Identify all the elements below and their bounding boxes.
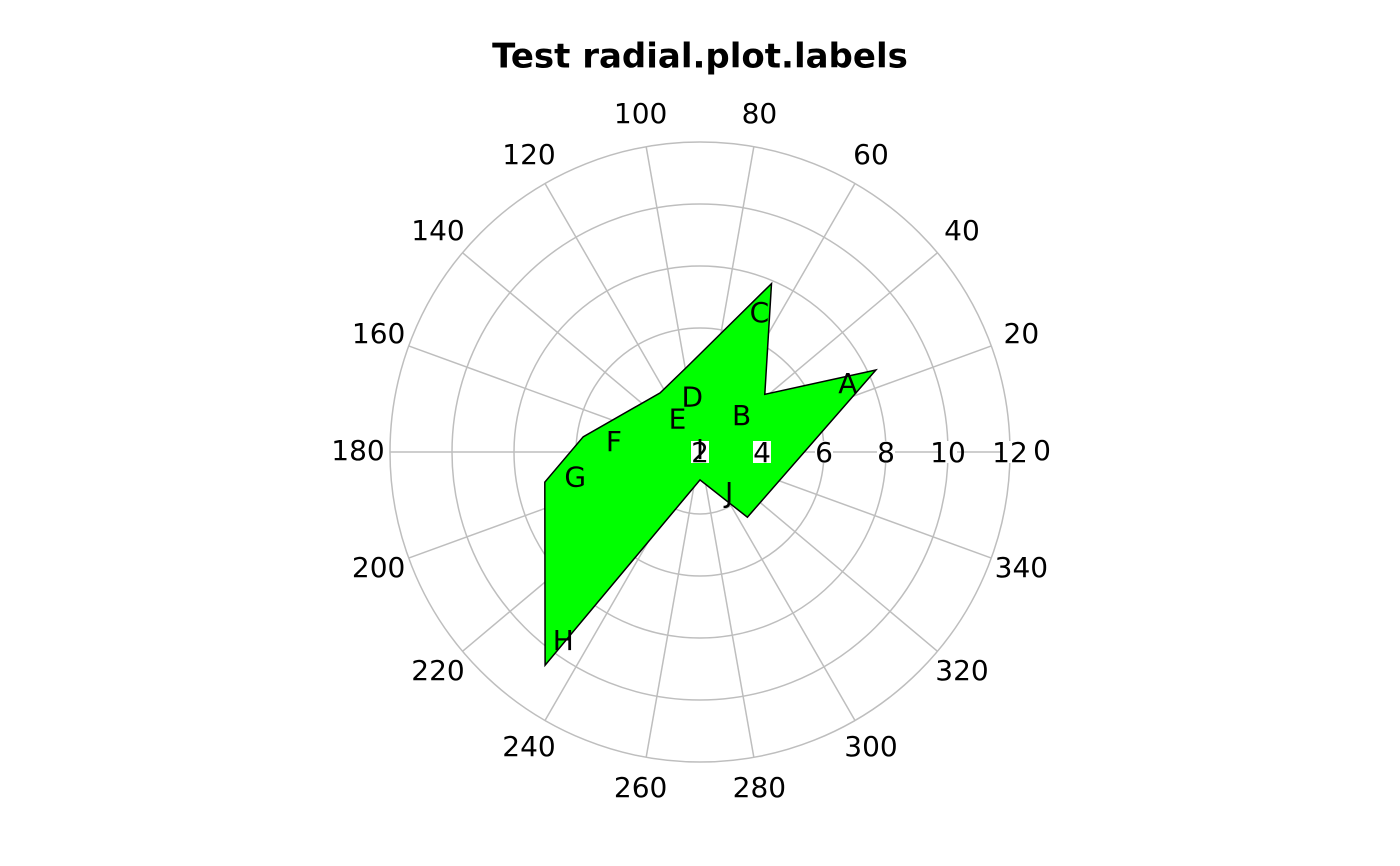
point-label: D: [681, 381, 703, 414]
point-label: H: [553, 624, 574, 657]
r-tick-label: 6: [815, 436, 833, 469]
point-label: F: [606, 425, 622, 458]
theta-tick-label: 200: [352, 551, 405, 584]
theta-tick-label: 300: [844, 730, 897, 763]
spoke: [699, 451, 755, 758]
point-label: C: [750, 296, 770, 329]
chart-title: Test radial.plot.labels: [492, 37, 908, 77]
point-label: E: [669, 403, 687, 436]
theta-tick-label: 40: [944, 214, 980, 247]
theta-tick-label: 120: [502, 138, 555, 171]
r-tick-label: 2: [691, 436, 709, 469]
r-tick-bg: [877, 441, 895, 463]
r-tick-label: 8: [877, 436, 895, 469]
theta-tick-label: 160: [352, 317, 405, 350]
r-tick-bg: [939, 441, 957, 463]
theta-tick-label: 140: [411, 214, 464, 247]
theta-tick-label: 60: [853, 138, 889, 171]
theta-tick-label: 20: [1004, 317, 1040, 350]
point-label: G: [564, 460, 586, 493]
r-tick-bg: [691, 441, 709, 463]
r-tick-bg: [815, 441, 833, 463]
theta-tick-label: 260: [614, 771, 667, 804]
r-tick-label: 10: [930, 436, 966, 469]
theta-tick-label: 80: [742, 97, 778, 130]
point-label: I: [696, 433, 704, 466]
r-tick-bg: [1001, 441, 1019, 463]
r-tick-label: 12: [992, 436, 1028, 469]
theta-tick-label: 240: [502, 730, 555, 763]
theta-tick-label: 100: [614, 97, 667, 130]
theta-tick-label: 340: [995, 551, 1048, 584]
theta-tick-label: 220: [411, 654, 464, 687]
theta-tick-label: 320: [935, 654, 988, 687]
r-tick-label: 4: [753, 436, 771, 469]
data-polygon: [544, 281, 878, 668]
r-tick-bg: [753, 441, 771, 463]
theta-tick-label: 180: [331, 434, 384, 467]
point-label: A: [838, 367, 857, 400]
theta-tick-label: 0: [1033, 434, 1051, 467]
point-label: B: [732, 399, 751, 432]
theta-tick-label: 280: [733, 771, 786, 804]
point-label: J: [723, 476, 733, 509]
spoke: [645, 451, 701, 758]
